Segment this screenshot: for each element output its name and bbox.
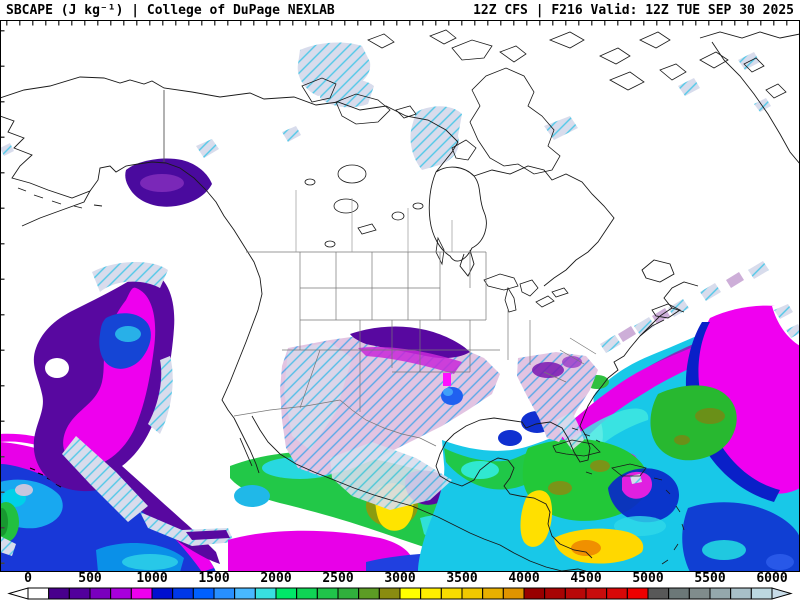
colorbar-segment [89, 587, 112, 600]
colorbar-tick-label: 5500 [694, 571, 726, 586]
colorbar-segment [606, 587, 628, 600]
colorbar-tick-label: 0 [24, 571, 32, 586]
colorbar-segment [585, 587, 608, 600]
gulf-of-alaska-cape-region [125, 139, 219, 207]
colorbar-segment [523, 587, 546, 600]
model-valid-time: 12Z CFS | F216 Valid: 12Z TUE SEP 30 202… [473, 2, 794, 18]
colorbar-tick-label: 6000 [756, 571, 788, 586]
colorbar-tick-label: 1000 [136, 571, 168, 586]
colorbar-segment [337, 587, 360, 600]
colorbar-segment [440, 587, 463, 600]
colorbar-segment [482, 587, 504, 600]
colorbar-segment [399, 587, 422, 600]
colorbar-segment [358, 587, 380, 600]
weather-map-svg [0, 20, 800, 574]
coastlines [0, 31, 800, 574]
colorbar-segment [275, 587, 298, 600]
colorbar-segment [502, 587, 525, 600]
colorbar-segment [564, 587, 587, 600]
state-borders [233, 190, 597, 447]
colorbar-segment [730, 587, 752, 600]
colorbar-segment [27, 587, 50, 600]
colorbar-tick-label: 2500 [322, 571, 354, 586]
colorbar-segment [234, 587, 256, 600]
product-title: SBCAPE (J kg⁻¹) | College of DuPage NEXL… [6, 2, 335, 18]
colorbar-segment [378, 587, 401, 600]
colorbar-segment [48, 587, 70, 600]
title-bar: SBCAPE (J kg⁻¹) | College of DuPage NEXL… [0, 0, 800, 20]
colorbar-segment [151, 587, 174, 600]
colorbar-segment [420, 587, 442, 600]
colorbar-segment [647, 587, 670, 600]
colorbar-segment [296, 587, 318, 600]
colorbar-svg [7, 587, 793, 600]
colorbar-segment [626, 587, 649, 600]
islands-and-lakes [301, 29, 787, 565]
colorbar-segment [544, 587, 566, 600]
colorbar-segment [688, 587, 711, 600]
atlantic-gulf-caribbean-cape-region [418, 302, 800, 572]
colorbar-tick-label: 3000 [384, 571, 416, 586]
colorbar-segment [110, 587, 132, 600]
colorbar-tick-label: 2000 [260, 571, 292, 586]
colorbar-segment [192, 587, 215, 600]
colorbar-segment [750, 587, 773, 600]
colorbar-segment [316, 587, 339, 600]
colorbar-left-arrow [7, 587, 29, 600]
west-coast-cape-region [0, 143, 234, 564]
colorbar-segment [461, 587, 484, 600]
colorbar-segment [172, 587, 194, 600]
colorbar-right-arrow [771, 587, 793, 600]
colorbar [0, 586, 800, 600]
colorbar-tick-label: 5000 [632, 571, 664, 586]
colorbar-segment [68, 587, 91, 600]
colorbar-segment [213, 587, 236, 600]
colorbar-segment [254, 587, 277, 600]
colorbar-tick-label: 1500 [198, 571, 230, 586]
colorbar-segment [130, 587, 153, 600]
map-area [0, 20, 800, 574]
hatched-overlay-regions [280, 42, 771, 510]
colorbar-tick-label: 3500 [446, 571, 478, 586]
colorbar-tick-label: 500 [78, 571, 102, 586]
colorbar-tick-label: 4000 [508, 571, 540, 586]
colorbar-tick-label: 4500 [570, 571, 602, 586]
colorbar-segment [709, 587, 732, 600]
colorbar-tick-labels: 0 500 1000 1500 2000 2500 3000 3500 4000 4500 5000… [0, 571, 800, 586]
colorbar-segment [668, 587, 690, 600]
